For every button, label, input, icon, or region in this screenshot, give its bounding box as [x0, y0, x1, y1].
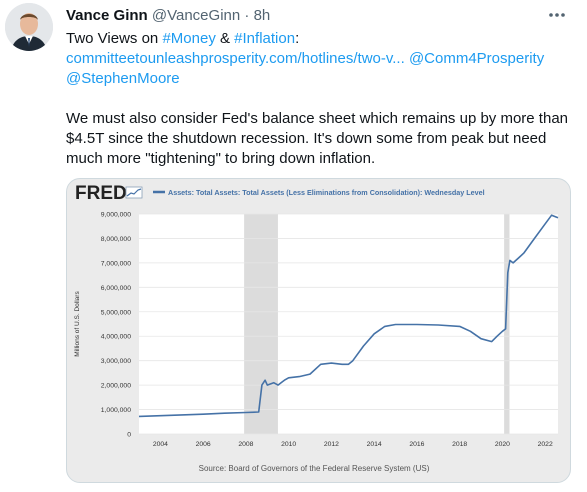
y-tick-label: 2,000,000 — [101, 383, 131, 390]
text-segment: : — [295, 30, 300, 47]
x-tick-label: 2006 — [196, 441, 211, 448]
chart-image-card[interactable]: FRED Assets: Total Assets: Total Assets … — [66, 178, 571, 483]
y-axis-ticks: 0 1,000,000 2,000,000 3,000,000 4,000,000 5,0… — [101, 212, 131, 439]
tweet-line-1: Two Views on #Money & #Inflation: — [66, 29, 571, 49]
y-tick-label: 4,000,000 — [101, 334, 131, 341]
avatar[interactable] — [5, 3, 53, 51]
x-axis-ticks: 2004 2006 2008 2010 2012 2014 2016 2018 2020 2022 — [153, 441, 553, 448]
author-name[interactable]: Vance Ginn — [66, 7, 148, 24]
y-tick-label: 5,000,000 — [101, 309, 131, 316]
fred-logo-line-icon — [126, 188, 142, 197]
x-tick-label: 2020 — [495, 441, 510, 448]
x-tick-label: 2008 — [238, 441, 253, 448]
more-dots-icon — [549, 13, 565, 17]
y-tick-label: 0 — [127, 432, 131, 439]
y-tick-label: 9,000,000 — [101, 212, 131, 219]
series-line — [138, 214, 559, 418]
hashtag-money-link[interactable]: #Money — [162, 30, 216, 47]
tweet-body: We must also consider Fed's balance shee… — [66, 110, 569, 167]
recession-band — [504, 214, 510, 434]
author-handle[interactable]: @VanceGinn — [151, 7, 241, 24]
x-tick-label: 2010 — [281, 441, 296, 448]
x-tick-label: 2004 — [153, 441, 168, 448]
plot-area — [139, 214, 558, 434]
avatar-photo — [5, 3, 53, 51]
fred-logo: FRED — [75, 183, 143, 204]
y-tick-label: 7,000,000 — [101, 260, 131, 267]
recession-band — [244, 214, 278, 434]
y-tick-label: 1,000,000 — [101, 407, 131, 414]
text-segment: Two Views on — [66, 30, 163, 47]
separator-dot: · — [244, 7, 250, 24]
more-options-button[interactable] — [547, 5, 567, 25]
y-axis-label: Millions of U.S. Dollars — [74, 291, 81, 357]
x-tick-label: 2014 — [367, 441, 382, 448]
x-tick-label: 2018 — [452, 441, 467, 448]
fred-chart: FRED Assets: Total Assets: Total Assets … — [74, 183, 559, 473]
tweet-line-2: committeetounleashprosperity.com/hotline… — [66, 49, 571, 69]
fred-logo-text: FRED — [75, 183, 127, 204]
tweet-text: Two Views on #Money & #Inflation: commit… — [66, 29, 571, 169]
mention-stephenmoore-link[interactable]: @StephenMoore — [66, 70, 180, 87]
tweet-header: Vance Ginn @VanceGinn · 8h — [66, 6, 270, 26]
mention-comm4prosperity-link[interactable]: @Comm4Prosperity — [408, 50, 545, 67]
tweet-line-3: @StephenMoore — [66, 69, 571, 89]
article-url-link[interactable]: committeetounleashprosperity.com/hotline… — [66, 50, 405, 67]
x-tick-label: 2016 — [409, 441, 424, 448]
series-line-group — [138, 214, 559, 418]
y-tick-label: 8,000,000 — [101, 236, 131, 243]
y-tick-label: 6,000,000 — [101, 285, 131, 292]
y-tick-label: 3,000,000 — [101, 358, 131, 365]
tweet-time[interactable]: 8h — [253, 7, 271, 24]
hashtag-inflation-link[interactable]: #Inflation — [234, 30, 296, 47]
chart-source: Source: Board of Governors of the Federa… — [199, 464, 430, 473]
legend-series-name: Assets: Total Assets: Total Assets (Less… — [168, 188, 485, 197]
grid-lines — [139, 213, 558, 435]
x-tick-label: 2022 — [538, 441, 553, 448]
fred-logo-chart-icon — [125, 186, 143, 199]
x-tick-label: 2012 — [324, 441, 339, 448]
text-segment: & — [215, 30, 235, 47]
